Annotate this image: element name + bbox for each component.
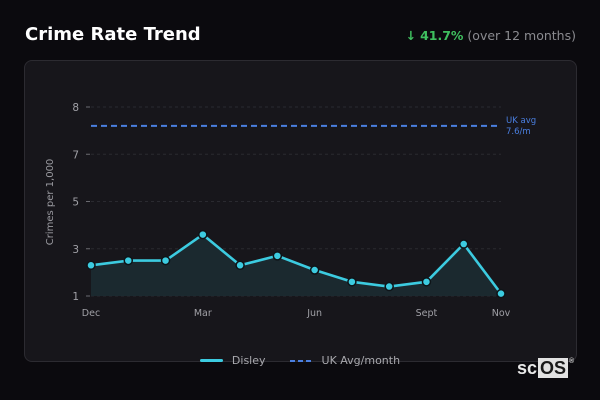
data-point[interactable] <box>309 265 320 275</box>
uk-avg-annotation: UK avg <box>506 116 536 126</box>
svg-text:3: 3 <box>72 244 79 256</box>
trend-delta: ↓ 41.7% (over 12 months) <box>406 28 576 43</box>
series-line-disley <box>90 233 503 295</box>
data-point[interactable] <box>198 229 208 240</box>
series-area <box>91 234 501 296</box>
registered-mark-icon: ® <box>569 358 575 365</box>
legend-item-disley[interactable]: Disley <box>199 354 266 367</box>
dashed-line-icon <box>289 359 313 362</box>
logo-boxed: OS <box>538 358 569 378</box>
y-axis-label: Crimes per 1,000 <box>45 159 56 246</box>
data-point[interactable] <box>384 281 394 292</box>
svg-text:7: 7 <box>72 149 79 161</box>
legend-label-uk-avg: UK Avg/month <box>321 354 401 367</box>
page-title: Crime Rate Trend <box>25 24 201 45</box>
svg-text:Jun: Jun <box>306 308 322 319</box>
data-point[interactable] <box>160 255 171 266</box>
data-point[interactable] <box>123 255 134 266</box>
data-point[interactable] <box>235 260 245 271</box>
y-axis: 1 3 5 7 8 <box>72 102 90 303</box>
down-arrow-icon: ↓ <box>405 28 417 43</box>
svg-text:5: 5 <box>72 197 79 209</box>
legend-item-uk-avg[interactable]: UK Avg/month <box>289 354 401 367</box>
data-point[interactable] <box>347 277 357 287</box>
delta-note: (over 12 months) <box>467 28 576 43</box>
data-point[interactable] <box>458 239 469 249</box>
chart-legend: Disley UK Avg/month <box>0 354 600 367</box>
data-points <box>86 229 506 299</box>
data-point[interactable] <box>421 277 432 287</box>
delta-value: 41.7% <box>420 28 464 43</box>
legend-label-disley: Disley <box>231 354 266 367</box>
data-point[interactable] <box>496 288 506 299</box>
x-axis: Dec Mar Jun Sept Nov <box>82 308 511 319</box>
svg-text:Sept: Sept <box>416 308 438 319</box>
svg-text:Mar: Mar <box>194 308 212 319</box>
uk-avg-annotation-value: 7.6/m <box>506 127 531 137</box>
svg-text:1: 1 <box>72 291 79 303</box>
solid-line-icon <box>199 359 223 362</box>
scos-logo: sc OS ® <box>517 358 574 379</box>
svg-text:Nov: Nov <box>492 308 511 319</box>
svg-text:Dec: Dec <box>82 308 100 319</box>
data-point[interactable] <box>272 251 283 261</box>
svg-text:8: 8 <box>72 102 79 114</box>
chart-card <box>24 60 577 362</box>
logo-prefix: sc <box>517 358 538 378</box>
data-point[interactable] <box>86 260 96 271</box>
